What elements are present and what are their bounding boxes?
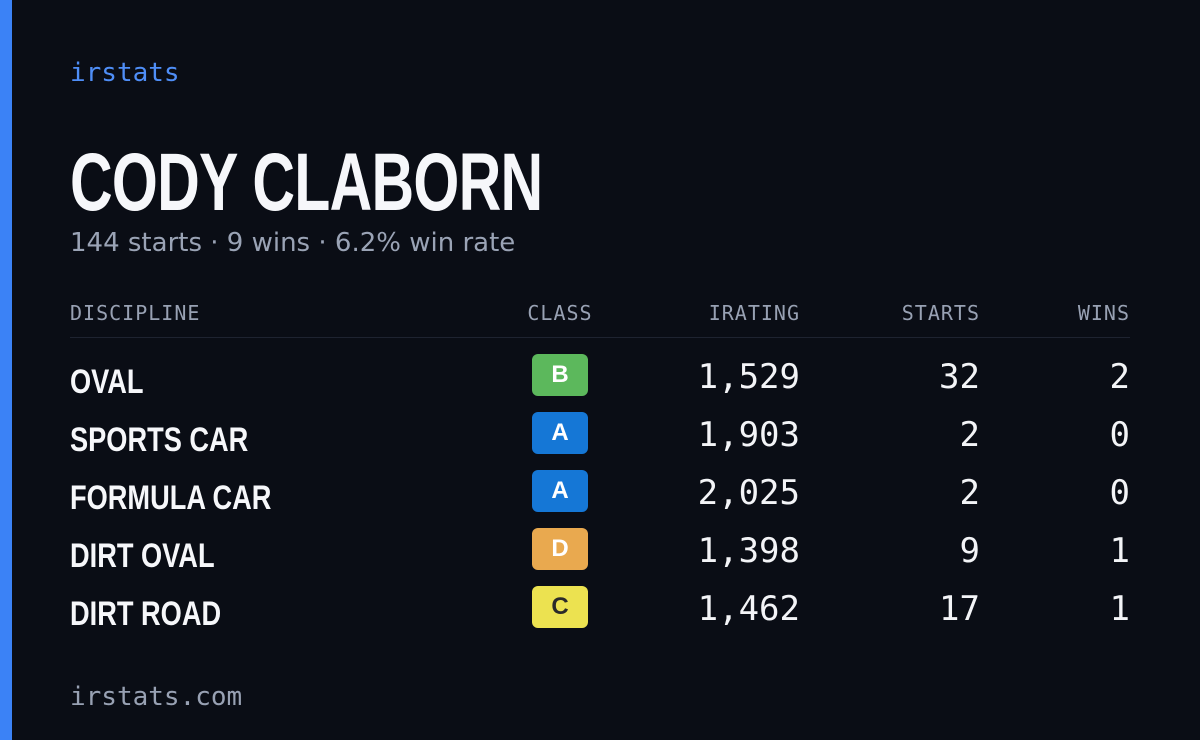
starts: 2 [959, 415, 980, 455]
discipline: SPORTS CAR [70, 421, 249, 459]
column-header: WINS [1077, 301, 1130, 325]
class-badge: B [532, 354, 588, 396]
footer-url: irstats.com [70, 682, 243, 712]
driver-name: CODY CLABORN [70, 137, 543, 228]
wins: 1 [1109, 531, 1130, 571]
column-header: DISCIPLINE [70, 301, 201, 325]
column-header: CLASS [527, 301, 593, 325]
discipline: DIRT ROAD [70, 595, 222, 633]
starts: 32 [939, 357, 980, 397]
discipline: OVAL [70, 363, 144, 401]
discipline: FORMULA CAR [70, 479, 272, 517]
wins: 1 [1109, 589, 1130, 629]
class-badge: A [532, 412, 588, 454]
column-header: IRATING [708, 301, 800, 325]
irating: 1,903 [697, 415, 800, 455]
irating: 1,398 [697, 531, 800, 571]
starts: 9 [959, 531, 980, 571]
irating: 1,462 [697, 589, 800, 629]
class-badge: D [532, 528, 588, 570]
wins: 0 [1109, 473, 1130, 513]
irating: 2,025 [697, 473, 800, 513]
wins: 2 [1109, 357, 1130, 397]
starts: 17 [939, 589, 980, 629]
accent-bar [0, 0, 12, 740]
divider [70, 337, 1130, 338]
brand: irstats [70, 58, 180, 88]
discipline: DIRT OVAL [70, 537, 215, 575]
class-badge: A [532, 470, 588, 512]
class-badge: C [532, 586, 588, 628]
irating: 1,529 [697, 357, 800, 397]
starts: 2 [959, 473, 980, 513]
summary: 144 starts · 9 wins · 6.2% win rate [70, 228, 516, 258]
column-header: STARTS [901, 301, 980, 325]
wins: 0 [1109, 415, 1130, 455]
